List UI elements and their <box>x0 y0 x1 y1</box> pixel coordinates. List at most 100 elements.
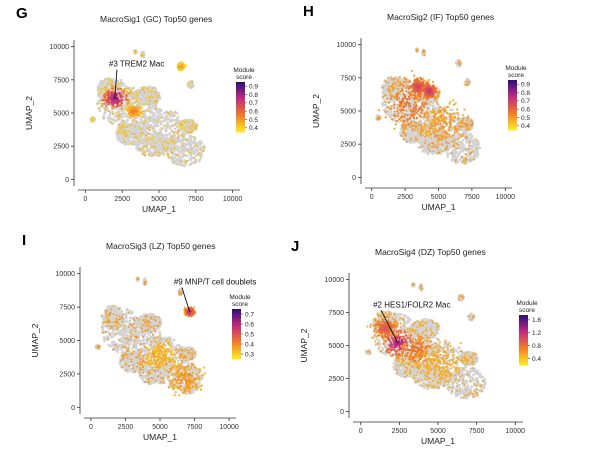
scored-cell <box>177 130 180 133</box>
scored-cell <box>105 105 108 108</box>
grey-cell <box>459 149 462 153</box>
grey-cell <box>180 146 184 150</box>
scored-cell <box>146 127 149 130</box>
scored-cell <box>123 140 126 143</box>
scored-cell <box>183 64 186 67</box>
scored-cell <box>115 98 119 101</box>
scored-cell <box>184 130 187 132</box>
scored-cell <box>181 61 184 64</box>
scored-cell <box>182 120 184 123</box>
scored-cell <box>140 132 142 135</box>
scored-cell <box>163 125 166 127</box>
scored-cell <box>122 91 125 95</box>
scored-cell <box>178 122 180 125</box>
annotation-label: #3 TREM2 Mac <box>109 60 164 69</box>
scored-cell <box>108 99 111 102</box>
scored-cell <box>149 143 152 146</box>
scored-cell <box>108 84 111 86</box>
scored-cell <box>193 136 196 139</box>
scored-cell <box>150 89 153 92</box>
scored-cell <box>93 118 96 121</box>
scored-cell <box>100 104 103 108</box>
scored-cell <box>141 113 144 116</box>
grey-cell <box>450 108 454 112</box>
scored-cell <box>96 102 99 105</box>
scored-cell <box>156 99 159 102</box>
scored-cell <box>157 154 160 157</box>
scored-cell <box>188 120 191 123</box>
scored-cell <box>126 107 129 110</box>
scored-cell <box>134 94 136 97</box>
scored-cell <box>138 126 141 128</box>
scored-cell <box>127 87 130 90</box>
grey-cell <box>192 146 196 149</box>
scored-cell <box>120 99 123 102</box>
scored-cell <box>182 133 185 136</box>
grey-cell <box>153 118 157 121</box>
scored-cell <box>157 132 160 135</box>
scored-cell <box>194 144 197 147</box>
scored-cell <box>120 96 123 99</box>
legend-tick-label: 0.6 <box>249 108 258 115</box>
scored-cell <box>172 131 175 134</box>
y-tick-label: 2500 <box>53 144 69 151</box>
scored-cell <box>147 132 150 135</box>
scored-cell <box>146 88 149 90</box>
scored-cell <box>110 78 112 81</box>
legend-tick-label: 0.8 <box>249 92 258 99</box>
scored-cell <box>173 147 176 150</box>
grey-cell <box>132 120 136 124</box>
scored-cell <box>129 89 132 91</box>
scored-cell <box>196 124 198 127</box>
scored-cell <box>122 120 125 123</box>
scored-cell <box>181 134 184 137</box>
scored-cell <box>146 140 149 143</box>
scored-cell <box>188 81 191 83</box>
grey-cell <box>435 148 438 152</box>
scored-cell <box>160 117 162 119</box>
grey-cell <box>185 154 189 158</box>
scored-cell <box>182 139 185 142</box>
grey-cell <box>180 162 184 166</box>
scored-cell <box>143 103 145 106</box>
grey-cell <box>465 131 468 135</box>
scored-cell <box>166 147 168 149</box>
scored-cell <box>149 96 152 98</box>
grey-cell <box>155 110 159 114</box>
scored-cell <box>187 131 189 134</box>
scored-cell <box>142 145 145 148</box>
scored-cell <box>194 160 197 163</box>
grey-cell <box>152 121 156 125</box>
grey-cell <box>477 142 481 146</box>
scored-cell <box>152 135 155 138</box>
legend-title: Module <box>233 67 255 74</box>
scored-cell <box>107 110 110 112</box>
scored-cell <box>133 119 136 122</box>
scored-cell <box>182 149 184 152</box>
grey-cell <box>191 141 194 145</box>
scored-cell <box>107 94 110 97</box>
grey-cell <box>156 124 160 128</box>
scored-cell <box>148 153 151 156</box>
scored-cell <box>132 87 135 89</box>
grey-cell <box>162 135 166 138</box>
scored-cell <box>139 91 141 94</box>
scored-cell <box>107 103 110 106</box>
scored-cell <box>189 130 192 133</box>
scored-cell <box>152 154 155 156</box>
scored-cell <box>155 96 158 99</box>
grey-cell <box>168 124 172 128</box>
scored-cell <box>124 130 127 133</box>
scored-cell <box>143 122 146 125</box>
scored-cell <box>136 94 139 97</box>
scored-cell <box>141 54 144 57</box>
scored-cell <box>183 154 186 156</box>
scored-cell <box>104 86 107 89</box>
scored-cell <box>98 107 100 110</box>
scored-cell <box>120 127 122 130</box>
scored-cell <box>180 125 183 128</box>
scored-cell <box>110 83 114 86</box>
scored-cell <box>145 145 148 148</box>
grey-cell <box>119 79 123 82</box>
grey-cell <box>116 138 120 142</box>
